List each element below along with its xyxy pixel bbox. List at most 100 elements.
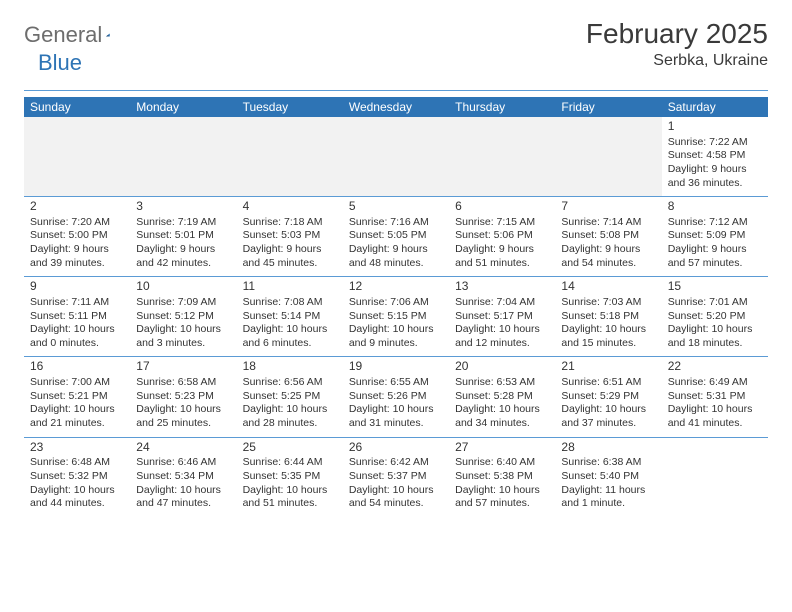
calendar-header-row: Sunday Monday Tuesday Wednesday Thursday… [24, 97, 768, 117]
sunrise-text: Sunrise: 6:56 AM [243, 376, 337, 390]
calendar-week-row: 23Sunrise: 6:48 AMSunset: 5:32 PMDayligh… [24, 437, 768, 517]
calendar-day-cell [237, 117, 343, 197]
daylight-text: Daylight: 10 hours and 47 minutes. [136, 484, 230, 511]
calendar-day-cell: 6Sunrise: 7:15 AMSunset: 5:06 PMDaylight… [449, 197, 555, 277]
sunset-text: Sunset: 5:11 PM [30, 310, 124, 324]
day-number: 7 [561, 199, 655, 215]
col-tuesday: Tuesday [237, 97, 343, 117]
sunset-text: Sunset: 5:06 PM [455, 229, 549, 243]
day-number: 4 [243, 199, 337, 215]
sunrise-text: Sunrise: 6:58 AM [136, 376, 230, 390]
calendar-day-cell: 25Sunrise: 6:44 AMSunset: 5:35 PMDayligh… [237, 437, 343, 517]
calendar-week-row: 16Sunrise: 7:00 AMSunset: 5:21 PMDayligh… [24, 357, 768, 437]
sunrise-text: Sunrise: 6:49 AM [668, 376, 762, 390]
day-number: 1 [668, 119, 762, 135]
sunrise-text: Sunrise: 7:09 AM [136, 296, 230, 310]
sunset-text: Sunset: 5:08 PM [561, 229, 655, 243]
daylight-text: Daylight: 9 hours and 54 minutes. [561, 243, 655, 270]
sunrise-text: Sunrise: 7:03 AM [561, 296, 655, 310]
daylight-text: Daylight: 10 hours and 51 minutes. [243, 484, 337, 511]
sunrise-text: Sunrise: 6:48 AM [30, 456, 124, 470]
day-number: 27 [455, 440, 549, 456]
daylight-text: Daylight: 10 hours and 12 minutes. [455, 323, 549, 350]
divider-top [24, 90, 768, 91]
sunrise-text: Sunrise: 6:40 AM [455, 456, 549, 470]
daylight-text: Daylight: 10 hours and 18 minutes. [668, 323, 762, 350]
logo-text-blue: Blue [38, 50, 82, 76]
sunset-text: Sunset: 5:26 PM [349, 390, 443, 404]
sunrise-text: Sunrise: 7:12 AM [668, 216, 762, 230]
calendar-day-cell [24, 117, 130, 197]
day-number: 25 [243, 440, 337, 456]
day-number: 21 [561, 359, 655, 375]
calendar-day-cell: 19Sunrise: 6:55 AMSunset: 5:26 PMDayligh… [343, 357, 449, 437]
calendar-day-cell [343, 117, 449, 197]
calendar-day-cell [449, 117, 555, 197]
sunset-text: Sunset: 5:18 PM [561, 310, 655, 324]
daylight-text: Daylight: 10 hours and 9 minutes. [349, 323, 443, 350]
calendar-day-cell: 20Sunrise: 6:53 AMSunset: 5:28 PMDayligh… [449, 357, 555, 437]
title-block: February 2025 Serbka, Ukraine [586, 18, 768, 70]
sunset-text: Sunset: 5:20 PM [668, 310, 762, 324]
daylight-text: Daylight: 9 hours and 42 minutes. [136, 243, 230, 270]
daylight-text: Daylight: 10 hours and 37 minutes. [561, 403, 655, 430]
daylight-text: Daylight: 10 hours and 54 minutes. [349, 484, 443, 511]
calendar-day-cell: 4Sunrise: 7:18 AMSunset: 5:03 PMDaylight… [237, 197, 343, 277]
daylight-text: Daylight: 9 hours and 48 minutes. [349, 243, 443, 270]
sunset-text: Sunset: 5:38 PM [455, 470, 549, 484]
daylight-text: Daylight: 10 hours and 28 minutes. [243, 403, 337, 430]
daylight-text: Daylight: 10 hours and 3 minutes. [136, 323, 230, 350]
calendar-week-row: 2Sunrise: 7:20 AMSunset: 5:00 PMDaylight… [24, 197, 768, 277]
calendar-day-cell: 9Sunrise: 7:11 AMSunset: 5:11 PMDaylight… [24, 277, 130, 357]
sunset-text: Sunset: 5:25 PM [243, 390, 337, 404]
logo-triangle-icon [106, 26, 110, 44]
sunrise-text: Sunrise: 7:08 AM [243, 296, 337, 310]
day-number: 11 [243, 279, 337, 295]
calendar-day-cell: 5Sunrise: 7:16 AMSunset: 5:05 PMDaylight… [343, 197, 449, 277]
col-sunday: Sunday [24, 97, 130, 117]
day-number: 5 [349, 199, 443, 215]
calendar-day-cell: 10Sunrise: 7:09 AMSunset: 5:12 PMDayligh… [130, 277, 236, 357]
sunrise-text: Sunrise: 6:46 AM [136, 456, 230, 470]
calendar-day-cell: 14Sunrise: 7:03 AMSunset: 5:18 PMDayligh… [555, 277, 661, 357]
sunset-text: Sunset: 5:28 PM [455, 390, 549, 404]
daylight-text: Daylight: 10 hours and 25 minutes. [136, 403, 230, 430]
calendar-day-cell: 7Sunrise: 7:14 AMSunset: 5:08 PMDaylight… [555, 197, 661, 277]
daylight-text: Daylight: 10 hours and 44 minutes. [30, 484, 124, 511]
sunrise-text: Sunrise: 7:14 AM [561, 216, 655, 230]
calendar-week-row: 1Sunrise: 7:22 AMSunset: 4:58 PMDaylight… [24, 117, 768, 197]
calendar-day-cell: 22Sunrise: 6:49 AMSunset: 5:31 PMDayligh… [662, 357, 768, 437]
sunset-text: Sunset: 5:05 PM [349, 229, 443, 243]
col-saturday: Saturday [662, 97, 768, 117]
daylight-text: Daylight: 9 hours and 57 minutes. [668, 243, 762, 270]
daylight-text: Daylight: 10 hours and 41 minutes. [668, 403, 762, 430]
day-number: 6 [455, 199, 549, 215]
sunrise-text: Sunrise: 6:55 AM [349, 376, 443, 390]
calendar-day-cell: 26Sunrise: 6:42 AMSunset: 5:37 PMDayligh… [343, 437, 449, 517]
calendar-day-cell: 3Sunrise: 7:19 AMSunset: 5:01 PMDaylight… [130, 197, 236, 277]
day-number: 17 [136, 359, 230, 375]
calendar-day-cell [130, 117, 236, 197]
daylight-text: Daylight: 10 hours and 0 minutes. [30, 323, 124, 350]
sunset-text: Sunset: 5:01 PM [136, 229, 230, 243]
daylight-text: Daylight: 10 hours and 21 minutes. [30, 403, 124, 430]
sunrise-text: Sunrise: 7:15 AM [455, 216, 549, 230]
sunset-text: Sunset: 5:15 PM [349, 310, 443, 324]
daylight-text: Daylight: 11 hours and 1 minute. [561, 484, 655, 511]
page-title: February 2025 [586, 18, 768, 50]
calendar-day-cell: 27Sunrise: 6:40 AMSunset: 5:38 PMDayligh… [449, 437, 555, 517]
location-label: Serbka, Ukraine [586, 52, 768, 70]
sunrise-text: Sunrise: 6:42 AM [349, 456, 443, 470]
sunrise-text: Sunrise: 7:22 AM [668, 136, 762, 150]
day-number: 2 [30, 199, 124, 215]
day-number: 14 [561, 279, 655, 295]
calendar-day-cell: 13Sunrise: 7:04 AMSunset: 5:17 PMDayligh… [449, 277, 555, 357]
calendar-day-cell: 1Sunrise: 7:22 AMSunset: 4:58 PMDaylight… [662, 117, 768, 197]
daylight-text: Daylight: 9 hours and 36 minutes. [668, 163, 762, 190]
sunset-text: Sunset: 5:14 PM [243, 310, 337, 324]
day-number: 28 [561, 440, 655, 456]
col-thursday: Thursday [449, 97, 555, 117]
sunrise-text: Sunrise: 6:53 AM [455, 376, 549, 390]
sunset-text: Sunset: 5:32 PM [30, 470, 124, 484]
day-number: 18 [243, 359, 337, 375]
